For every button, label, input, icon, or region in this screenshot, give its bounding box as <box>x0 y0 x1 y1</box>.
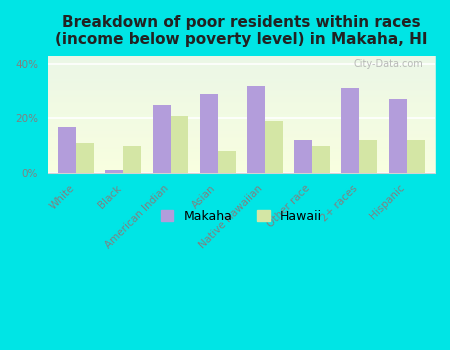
Bar <box>360 140 378 173</box>
Bar <box>153 105 171 173</box>
Bar <box>200 94 218 173</box>
Bar <box>389 99 407 173</box>
Bar <box>105 170 123 173</box>
Legend: Makaha, Hawaii: Makaha, Hawaii <box>156 205 327 228</box>
Bar <box>265 121 283 173</box>
Bar <box>407 140 425 173</box>
Bar <box>123 146 141 173</box>
Bar <box>294 140 312 173</box>
Bar <box>171 116 189 173</box>
Bar <box>312 146 330 173</box>
Text: City-Data.com: City-Data.com <box>354 59 423 69</box>
Title: Breakdown of poor residents within races
(income below poverty level) in Makaha,: Breakdown of poor residents within races… <box>55 15 427 47</box>
Bar <box>342 88 360 173</box>
Bar <box>218 151 236 173</box>
Bar <box>76 143 94 173</box>
Bar <box>247 86 265 173</box>
Bar <box>58 127 76 173</box>
